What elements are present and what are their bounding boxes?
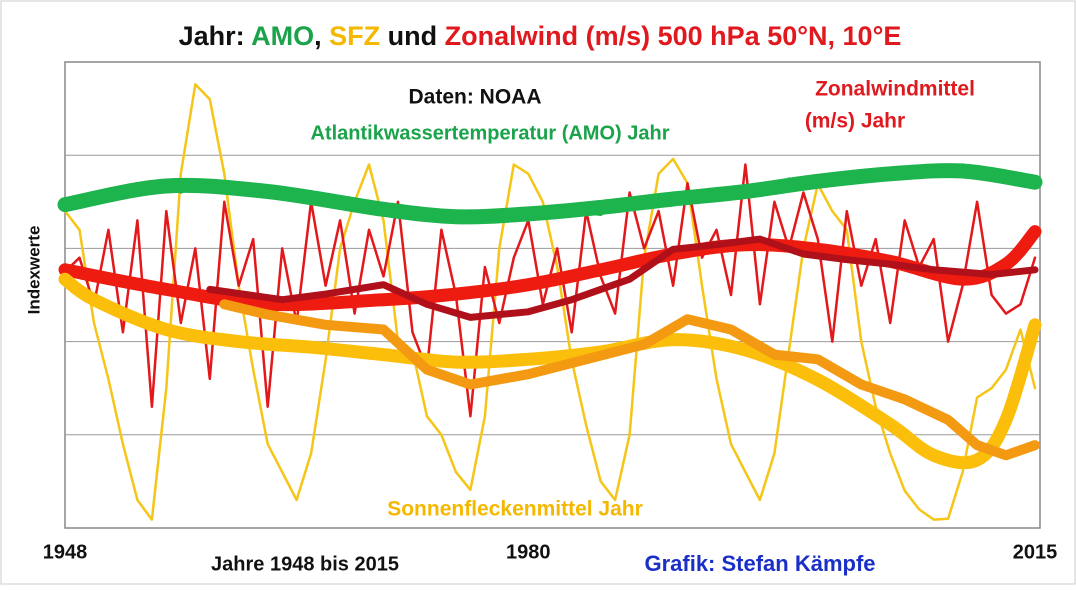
annotation: (m/s) Jahr <box>805 110 905 133</box>
annotation: Zonalwindmittel <box>815 78 975 101</box>
title-part: AMO <box>251 21 314 51</box>
series-line <box>57 163 1043 225</box>
y-axis-label: Indexwerte <box>24 226 43 315</box>
x-tick-label: 1980 <box>506 541 551 563</box>
chart-title: Jahr: AMO, SFZ und Zonalwind (m/s) 500 h… <box>179 21 902 51</box>
annotation: Sonnenfleckenmittel Jahr <box>387 498 643 521</box>
title-part: Jahr: <box>179 21 252 51</box>
credit: Grafik: Stefan Kämpfe <box>644 551 875 576</box>
title-part: , <box>314 21 329 51</box>
title-part: SFZ <box>329 21 380 51</box>
x-tick-label: 2015 <box>1013 541 1058 563</box>
lines <box>57 83 1043 521</box>
series-line <box>219 299 1040 461</box>
title-part: und <box>380 21 444 51</box>
annotation: Daten: NOAA <box>408 86 541 109</box>
series-line <box>58 225 1042 312</box>
x-axis-label: Jahre 1948 bis 2015 <box>211 553 399 575</box>
annotation: Atlantikwassertemperatur (AMO) Jahr <box>311 122 670 144</box>
title-part: Zonalwind (m/s) 500 hPa 50°N, 10°E <box>445 21 902 51</box>
series-line <box>206 235 1039 321</box>
x-tick-label: 1948 <box>43 541 88 563</box>
